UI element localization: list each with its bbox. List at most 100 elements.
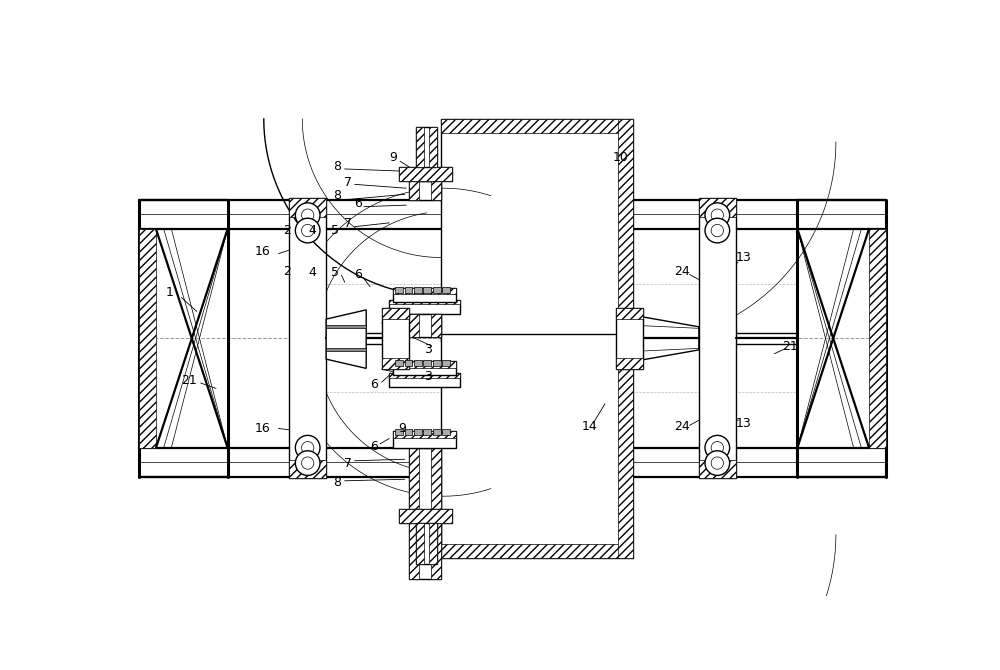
Text: 6: 6	[354, 197, 362, 210]
Bar	[389, 373, 460, 387]
Circle shape	[705, 218, 730, 243]
Bar	[616, 308, 643, 319]
Circle shape	[302, 457, 314, 469]
Text: 16: 16	[254, 245, 270, 258]
Bar	[429, 523, 437, 564]
Circle shape	[711, 224, 723, 237]
Circle shape	[705, 436, 730, 460]
Bar	[616, 308, 643, 369]
Circle shape	[302, 209, 314, 221]
Bar	[416, 127, 424, 168]
Circle shape	[295, 218, 320, 243]
Bar	[393, 361, 456, 375]
Bar	[409, 182, 419, 200]
Bar	[414, 287, 422, 293]
Text: 6: 6	[354, 268, 362, 281]
Bar	[389, 373, 460, 378]
Circle shape	[711, 457, 723, 469]
Bar	[393, 431, 456, 448]
Bar	[409, 314, 441, 337]
Text: 1: 1	[166, 285, 174, 299]
Circle shape	[295, 451, 320, 476]
Text: 6: 6	[370, 378, 378, 391]
Text: 4: 4	[308, 267, 316, 279]
Text: 8: 8	[333, 160, 341, 173]
Bar	[289, 198, 326, 216]
Text: 7: 7	[344, 176, 352, 188]
Text: 8: 8	[333, 190, 341, 202]
Text: 5: 5	[331, 267, 339, 279]
Text: 2: 2	[283, 224, 291, 237]
Bar	[423, 287, 431, 293]
Polygon shape	[326, 310, 366, 369]
Bar	[431, 448, 441, 579]
Circle shape	[711, 209, 723, 221]
Bar	[382, 308, 409, 319]
Text: 5: 5	[331, 224, 339, 237]
Text: 2: 2	[283, 265, 291, 278]
Bar	[389, 300, 460, 314]
Bar	[699, 460, 736, 478]
Circle shape	[302, 442, 314, 454]
Circle shape	[295, 203, 320, 228]
Polygon shape	[633, 316, 699, 361]
Bar	[399, 168, 452, 182]
Bar	[416, 127, 437, 168]
Circle shape	[295, 436, 320, 460]
Bar	[393, 288, 456, 294]
Bar	[416, 523, 437, 564]
Bar	[618, 119, 633, 342]
Text: 16: 16	[254, 422, 270, 435]
Text: 9: 9	[389, 151, 397, 164]
Bar	[429, 127, 437, 168]
Bar	[405, 287, 412, 293]
Bar	[414, 360, 422, 366]
Bar	[442, 360, 450, 366]
Text: 13: 13	[736, 417, 751, 429]
Bar	[326, 348, 366, 352]
Bar	[409, 314, 419, 337]
Circle shape	[705, 451, 730, 476]
Bar	[405, 360, 412, 366]
Text: 13: 13	[736, 251, 751, 264]
Circle shape	[302, 224, 314, 237]
Bar	[433, 429, 441, 436]
Bar	[395, 287, 403, 293]
Bar	[289, 198, 326, 478]
Bar	[416, 523, 424, 564]
Text: 7: 7	[344, 217, 352, 230]
Bar	[431, 182, 441, 200]
Text: 3: 3	[424, 344, 432, 356]
Text: 8: 8	[333, 476, 341, 489]
Bar	[442, 287, 450, 293]
Bar	[389, 300, 460, 304]
Bar	[441, 119, 633, 342]
Text: 24: 24	[674, 265, 690, 278]
Bar	[399, 509, 452, 523]
Bar	[431, 314, 441, 337]
Bar	[326, 325, 366, 328]
Bar	[618, 334, 633, 558]
Bar	[441, 119, 633, 133]
Bar	[382, 358, 409, 369]
Bar	[423, 360, 431, 366]
Text: 21: 21	[181, 375, 197, 387]
Text: 4: 4	[308, 224, 316, 237]
Bar	[399, 168, 452, 182]
Text: 10: 10	[612, 151, 628, 164]
Text: 24: 24	[674, 420, 690, 433]
Bar	[409, 182, 441, 200]
Bar	[616, 358, 643, 369]
Text: 6: 6	[370, 440, 378, 453]
Bar	[414, 429, 422, 436]
Text: 9: 9	[398, 422, 406, 435]
Bar	[393, 431, 456, 438]
Bar	[409, 448, 441, 579]
Bar	[405, 429, 412, 436]
Bar	[395, 429, 403, 436]
Bar	[409, 448, 419, 579]
Text: 21: 21	[782, 340, 798, 352]
Bar	[442, 429, 450, 436]
Text: 3: 3	[424, 371, 432, 383]
Text: 14: 14	[582, 420, 597, 433]
